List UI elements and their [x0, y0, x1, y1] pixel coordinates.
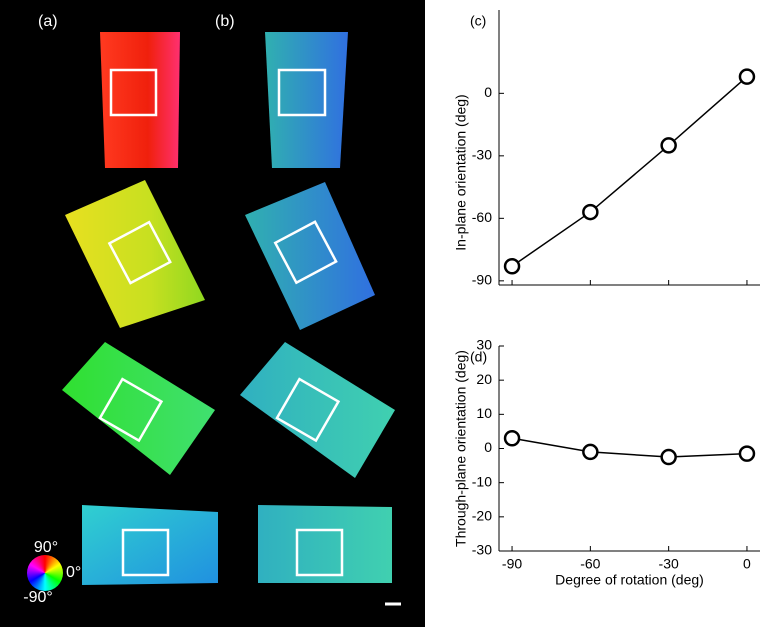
tissue: [65, 180, 205, 328]
tissue: [265, 32, 348, 168]
panel-label: (d): [470, 349, 487, 365]
x-tick-label: -30: [659, 556, 679, 572]
y-tick-label: -20: [472, 508, 492, 524]
x-tick-label: -90: [502, 556, 522, 572]
y-axis-label: Through-plane orientation (deg): [453, 350, 469, 547]
tissue: [258, 505, 392, 583]
marker: [738, 445, 756, 462]
y-tick-label: 30: [476, 337, 492, 353]
x-tick-label: 0: [743, 556, 751, 572]
roi: [275, 377, 341, 443]
marker: [582, 443, 599, 461]
panel-label: (a): [38, 13, 58, 30]
y-tick-label: 20: [476, 371, 492, 387]
y-tick-label: 0: [484, 84, 492, 100]
roi: [107, 220, 172, 285]
marker: [503, 430, 521, 447]
panel-label: (b): [215, 13, 235, 30]
line: [511, 437, 747, 458]
tissue: [245, 182, 375, 330]
y-axis-label: In-plane orientation (deg): [453, 94, 469, 250]
panel-label: (c): [470, 13, 486, 29]
roi: [273, 220, 338, 285]
wheel-label: 90°: [34, 539, 58, 556]
marker: [660, 448, 677, 466]
y-tick-label: -30: [472, 542, 492, 558]
tissue: [82, 505, 218, 585]
marker: [503, 258, 521, 275]
y-tick-label: 0: [484, 439, 492, 455]
tissue: [62, 342, 215, 475]
y-tick-label: -90: [472, 272, 492, 288]
marker: [660, 137, 677, 154]
roi: [98, 377, 164, 443]
tissue: [240, 342, 395, 478]
wheel-label: 0°: [66, 564, 81, 581]
y-tick-label: 10: [476, 405, 492, 421]
y-tick-label: -30: [472, 147, 492, 163]
images: (a) (b) 90° 0° -90°: [23, 13, 401, 606]
roi: [121, 528, 170, 577]
roi: [277, 68, 327, 117]
roi: [295, 528, 344, 577]
line: [511, 76, 748, 267]
wheel-label: -90°: [23, 589, 53, 606]
y-tick-label: -10: [472, 473, 492, 489]
marker: [582, 203, 599, 221]
x-tick-label: -60: [580, 556, 600, 572]
color-wheel: [27, 555, 63, 591]
tissue: [100, 32, 180, 168]
roi: [109, 68, 158, 117]
y-tick-label: -60: [472, 209, 492, 225]
marker: [738, 68, 756, 85]
x-axis-label: Degree of rotation (deg): [555, 572, 704, 588]
